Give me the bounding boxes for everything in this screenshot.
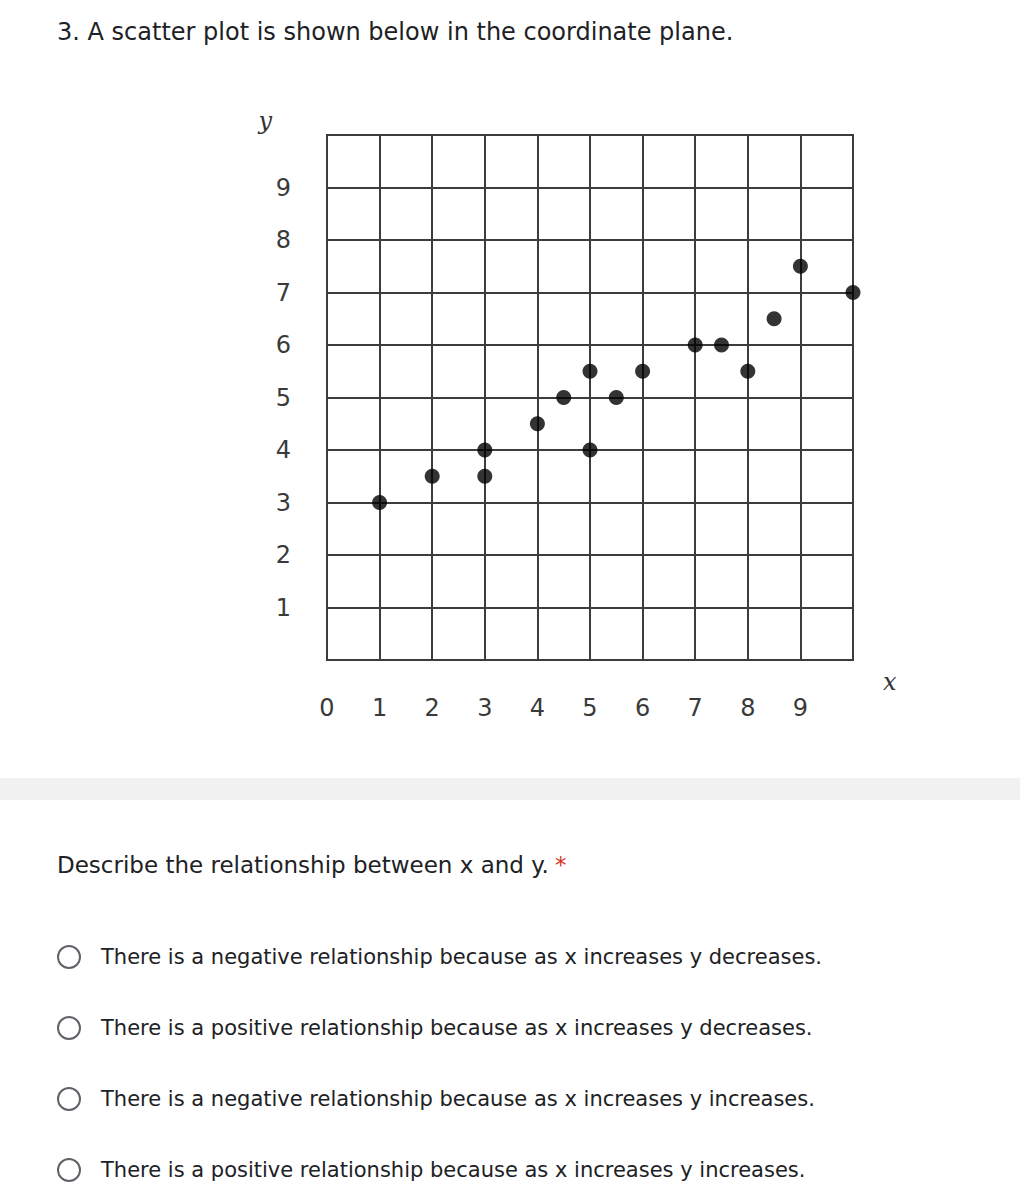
svg-text:2: 2 [276,541,291,569]
html-text:There is a positive relationsh: There is a positive relationship because… [101,1016,813,1040]
svg-text:8: 8 [740,694,755,722]
svg-text:y: y [257,107,272,135]
svg-text:5: 5 [582,694,597,722]
svg-text:1: 1 [276,594,291,622]
html-text:Describe the relationship betw: Describe the relationship between x and … [57,852,567,878]
svg-text:0: 0 [319,694,334,722]
svg-text:4: 4 [276,436,291,464]
svg-text:6: 6 [635,694,650,722]
svg-text:1: 1 [372,694,387,722]
svg-text:5: 5 [276,384,291,412]
svg-text:x: x [883,668,897,696]
svg-text:6: 6 [276,331,291,359]
svg-text:4: 4 [530,694,545,722]
svg-text:3: 3 [276,489,291,517]
svg-text:2: 2 [425,694,440,722]
html-text:3. A scatter plot is shown bel: 3. A scatter plot is shown below in the … [57,18,734,46]
svg-text:8: 8 [276,226,291,254]
html-text:There is a positive relationsh: There is a positive relationship because… [101,1158,806,1182]
html-text:There is a negative relationsh: There is a negative relationship because… [101,945,822,969]
svg-text:7: 7 [688,694,703,722]
svg-text:9: 9 [793,694,808,722]
html-text:There is a negative relationsh: There is a negative relationship because… [101,1087,815,1111]
svg-text:7: 7 [276,279,291,307]
svg-text:3: 3 [477,694,492,722]
svg-text:9: 9 [276,174,291,202]
